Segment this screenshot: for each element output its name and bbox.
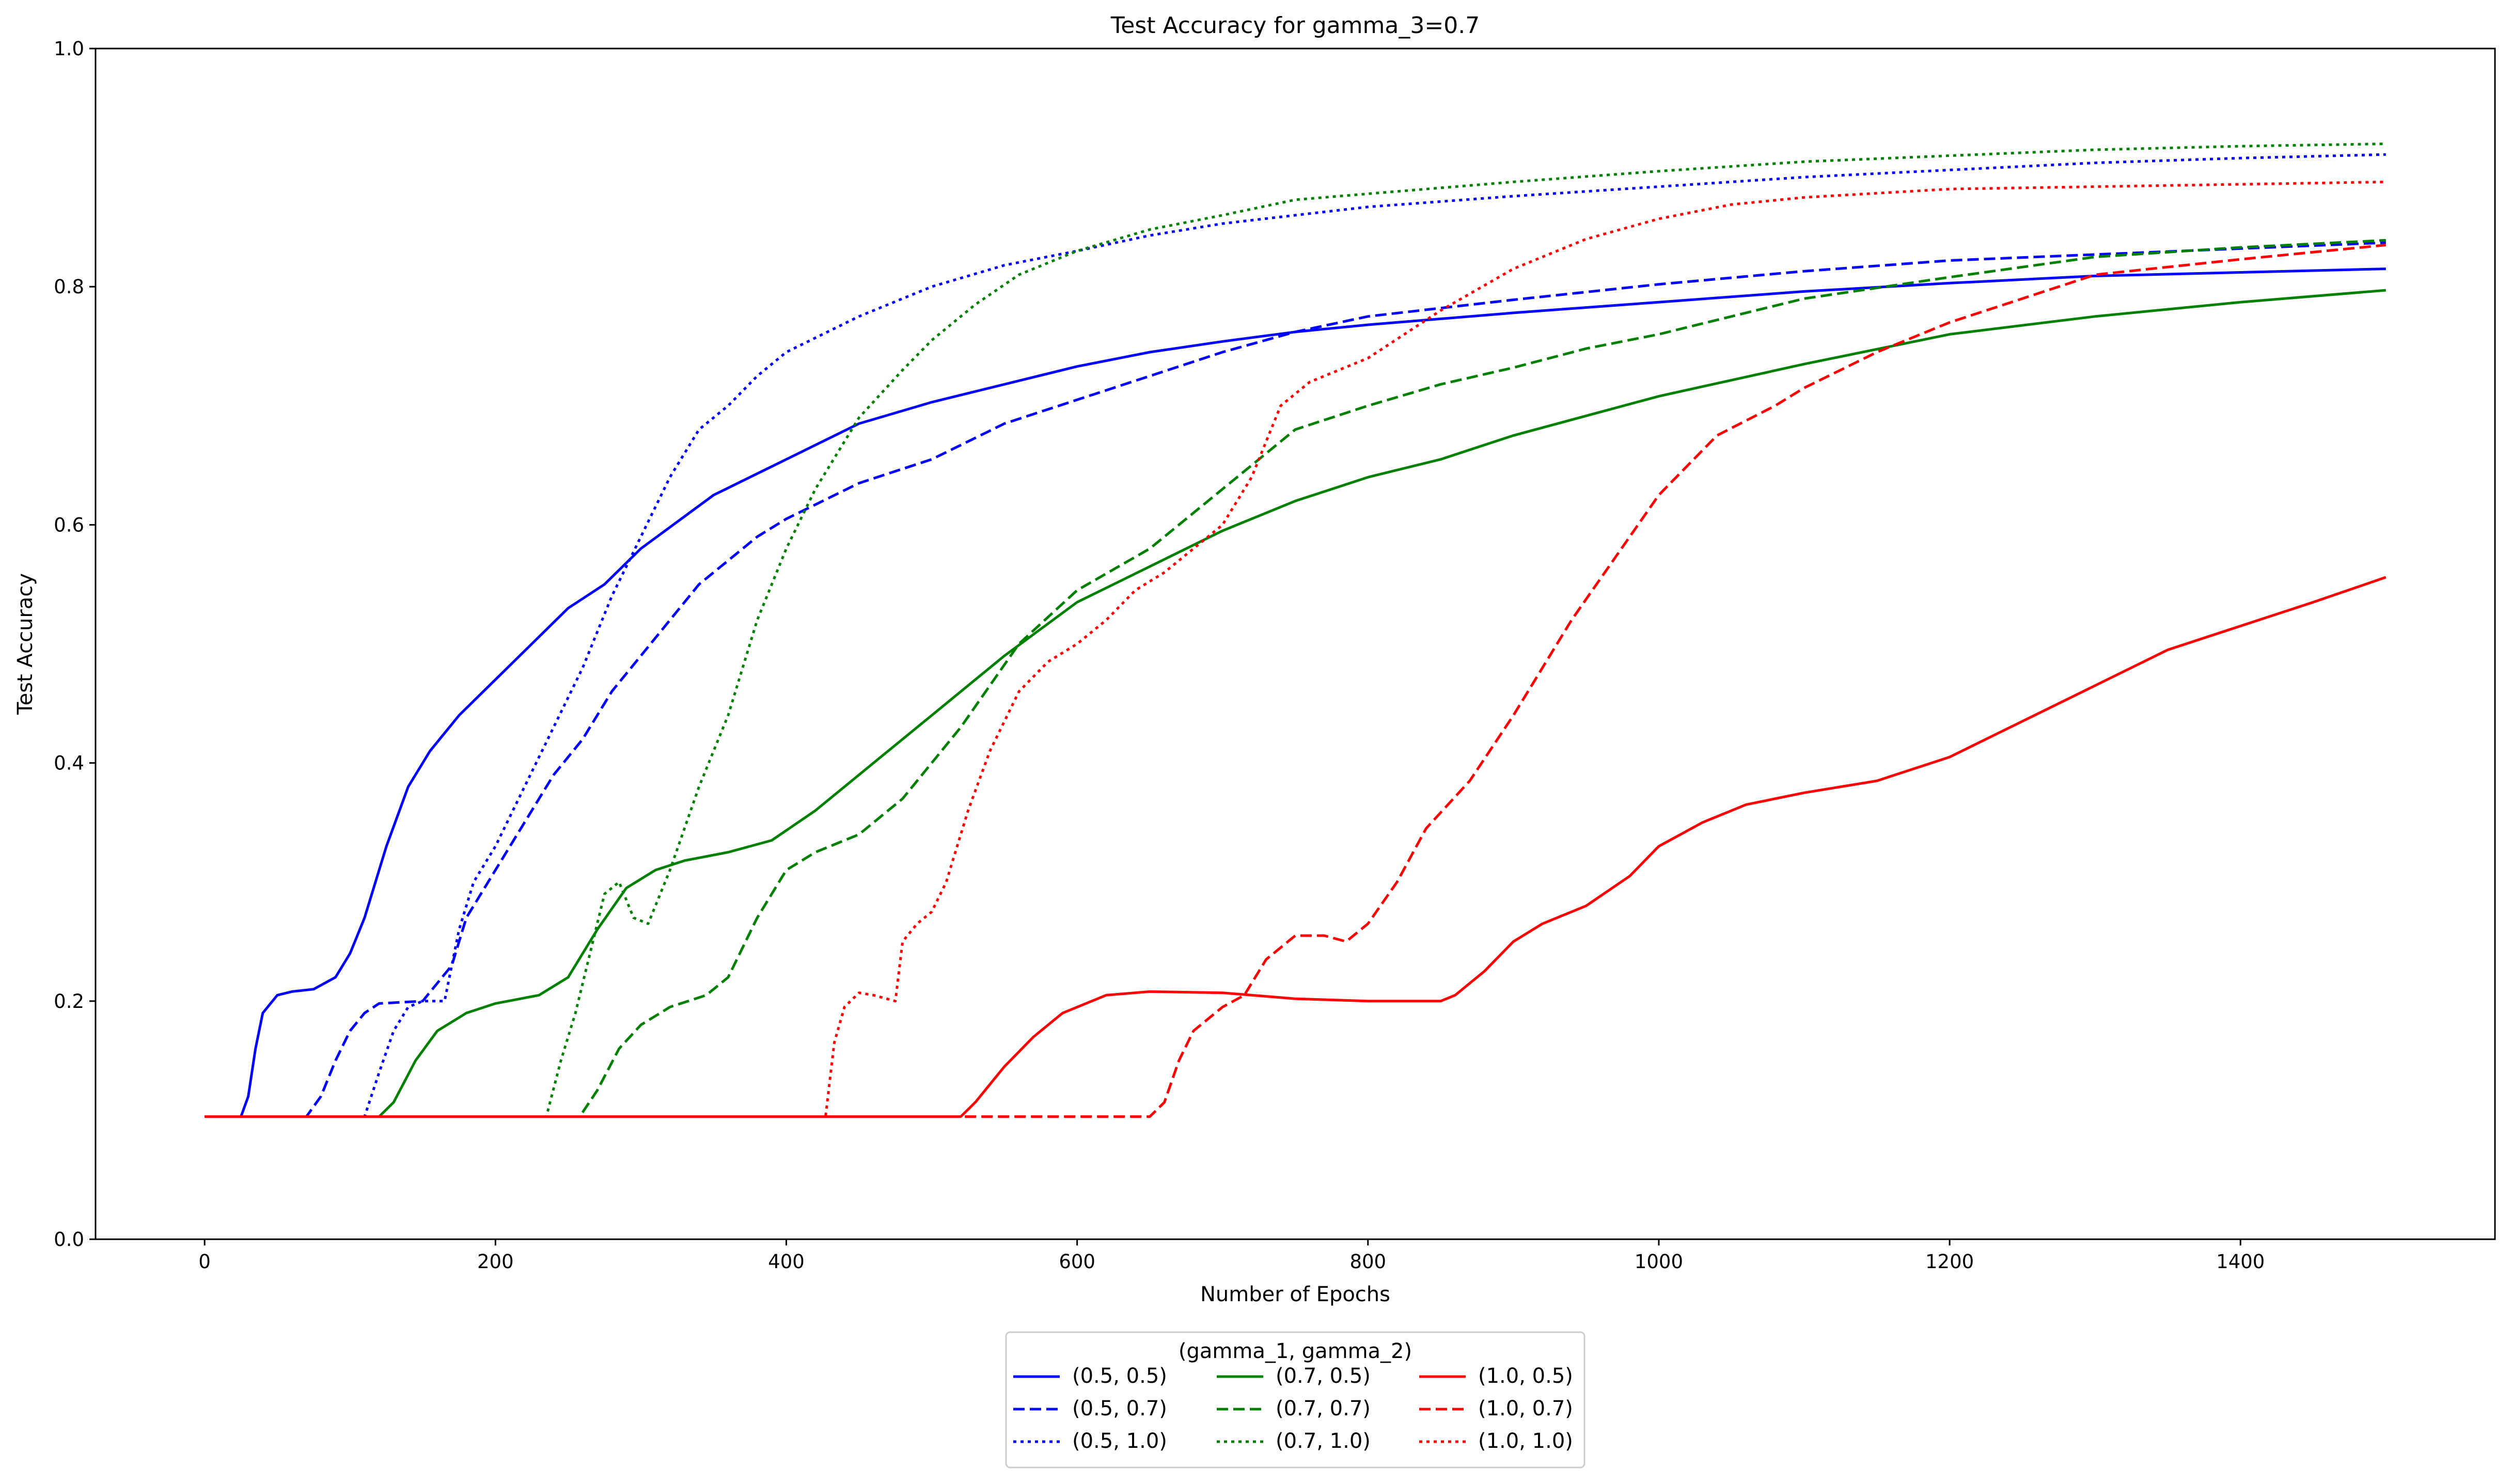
series-line-3 — [205, 289, 2387, 1118]
chart-title: Test Accuracy for gamma_3=0.7 — [1110, 12, 1480, 39]
legend-label-8: (1.0, 1.0) — [1478, 1429, 1573, 1453]
y-tick-label: 0.6 — [54, 514, 84, 536]
x-axis-ticks: 0 200 400 600 800 1000 1200 1400 — [198, 1239, 2265, 1273]
x-axis-label: Number of Epochs — [1200, 1283, 1390, 1306]
x-tick-label: 200 — [477, 1251, 514, 1273]
legend-label-2: (0.5, 1.0) — [1072, 1429, 1167, 1453]
y-tick-label: 0.0 — [54, 1228, 84, 1251]
legend: (gamma_1, gamma_2) (0.5, 0.5)(0.5, 0.7)(… — [1005, 1331, 1585, 1469]
legend-label-1: (0.5, 0.7) — [1072, 1397, 1167, 1420]
legend-label-3: (0.7, 0.5) — [1276, 1364, 1371, 1388]
legend-title: (gamma_1, gamma_2) — [1179, 1339, 1412, 1363]
series-line-2 — [205, 153, 2386, 1118]
series-line-0 — [205, 267, 2386, 1118]
series-line-6 — [205, 576, 2387, 1118]
series-line-7 — [205, 244, 2387, 1118]
legend-box — [1005, 1331, 1585, 1469]
legend-label-6: (1.0, 0.5) — [1478, 1364, 1573, 1388]
x-tick-label: 800 — [1349, 1251, 1386, 1273]
x-tick-label: 600 — [1059, 1251, 1095, 1273]
y-axis-label: Test Accuracy — [13, 573, 37, 715]
y-tick-label: 0.2 — [54, 990, 84, 1013]
series-line-4 — [205, 239, 2386, 1118]
x-tick-label: 1200 — [1925, 1251, 1974, 1273]
legend-items: (0.5, 0.5) (0.5, 0.7) (0.5, 1.0) (0.7, 0.5)… — [1013, 1364, 1573, 1453]
x-tick-label: 1400 — [2216, 1251, 2265, 1273]
x-tick-label: 0 — [198, 1251, 211, 1273]
x-tick-label: 1000 — [1635, 1251, 1683, 1273]
y-axis-ticks: 0.0 0.2 0.4 0.6 0.8 1.0 — [54, 38, 96, 1251]
series-line-8 — [205, 180, 2386, 1118]
legend-label-5: (0.7, 1.0) — [1276, 1429, 1371, 1453]
y-tick-label: 1.0 — [54, 38, 84, 60]
legend-label-7: (1.0, 0.7) — [1478, 1397, 1573, 1420]
plot-series — [205, 143, 2387, 1118]
x-tick-label: 400 — [768, 1251, 805, 1273]
y-tick-label: 0.4 — [54, 752, 84, 775]
y-tick-label: 0.8 — [54, 276, 84, 298]
legend-label-4: (0.7, 0.7) — [1276, 1397, 1371, 1420]
series-line-1 — [205, 241, 2386, 1118]
plot-area-frame — [95, 48, 2496, 1240]
legend-label-0: (0.5, 0.5) — [1072, 1364, 1167, 1388]
